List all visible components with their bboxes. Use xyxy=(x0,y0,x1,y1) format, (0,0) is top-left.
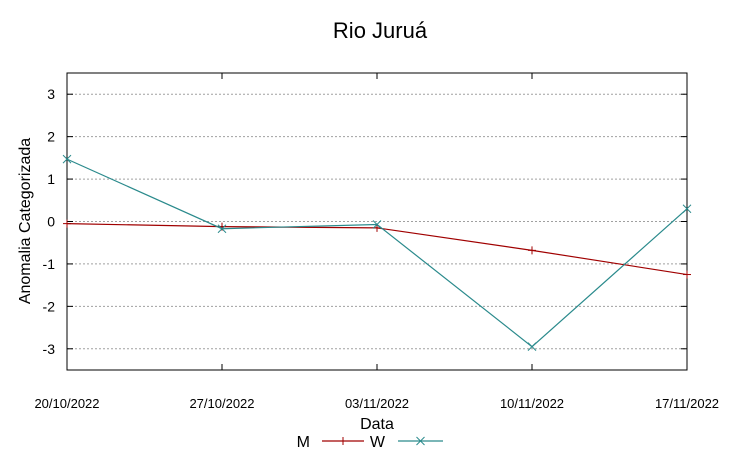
y-tick-label: -3 xyxy=(43,341,56,357)
legend-label-W: W xyxy=(370,434,386,451)
y-tick-label: 1 xyxy=(47,171,55,187)
x-tick-label: 17/11/2022 xyxy=(655,396,719,411)
y-tick-label: 2 xyxy=(47,129,55,145)
legend-marker-W xyxy=(416,436,425,446)
x-tick-label: 03/11/2022 xyxy=(345,396,409,411)
x-tick-label: 10/11/2022 xyxy=(500,396,564,411)
y-tick-label: -2 xyxy=(43,298,56,314)
series-layer xyxy=(62,154,692,352)
legend-label-M: M xyxy=(297,434,310,451)
chart-title: Rio Juruá xyxy=(333,18,428,43)
y-tick-label: 0 xyxy=(47,214,55,230)
series-W-point xyxy=(217,224,227,234)
legend-marker-M xyxy=(339,437,347,445)
x-tick-label: 20/10/2022 xyxy=(34,396,99,411)
series-W-point xyxy=(62,154,72,164)
x-axis-label: Data xyxy=(360,416,394,433)
y-axis-label: Anomalia Categorizada xyxy=(17,138,34,304)
series-W-point xyxy=(682,204,692,214)
series-W-line xyxy=(66,158,688,348)
grid xyxy=(67,93,687,350)
y-tick-label: 3 xyxy=(47,86,55,102)
series-M-point xyxy=(63,219,71,228)
series-W-point xyxy=(527,342,537,352)
series-M-point xyxy=(528,246,536,255)
y-tick-label: -1 xyxy=(43,256,56,272)
x-tick-label: 27/10/2022 xyxy=(189,396,254,411)
y-axis: 3 2 1 0 -1 -2 -3 xyxy=(43,86,687,357)
series-W-point xyxy=(372,220,382,229)
x-axis: 20/10/2022 27/10/2022 03/11/2022 10/11/2022… xyxy=(34,73,719,411)
series-M-point xyxy=(683,270,691,279)
